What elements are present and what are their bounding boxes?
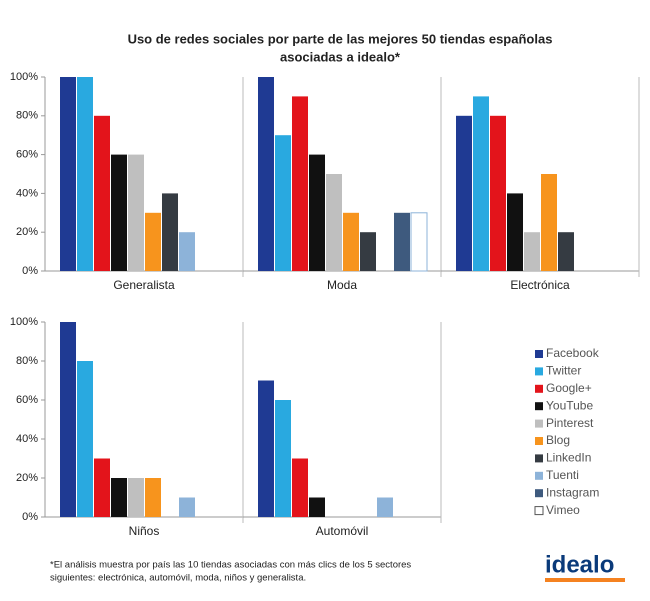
bar: [541, 174, 557, 271]
footnote: *El análisis muestra por país las 10 tie…: [50, 560, 411, 571]
bar: [275, 135, 291, 271]
bar: [490, 115, 506, 271]
bar: [111, 154, 127, 271]
bar: [456, 115, 472, 271]
logo-underline: [545, 578, 625, 582]
bar: [77, 77, 93, 271]
y-tick-label: 100%: [10, 71, 38, 83]
bar: [94, 115, 110, 271]
bar: [377, 497, 393, 517]
category-label: Generalista: [113, 278, 175, 292]
bar: [473, 96, 489, 272]
legend-label: Instagram: [546, 485, 599, 499]
y-tick-label: 0%: [22, 265, 38, 277]
legend-label: Facebook: [546, 346, 600, 360]
legend-swatch: [535, 437, 543, 445]
bar: [179, 497, 195, 517]
bar: [309, 154, 325, 271]
category-label: Electrónica: [510, 278, 570, 292]
y-tick-label: 60%: [16, 149, 38, 161]
y-tick-label: 40%: [16, 187, 38, 199]
legend-swatch: [535, 350, 543, 358]
category-label: Automóvil: [316, 524, 369, 538]
y-tick-label: 100%: [10, 316, 38, 328]
bar: [524, 232, 540, 271]
bar: [275, 400, 291, 517]
legend-label: Blog: [546, 433, 570, 447]
legend-swatch: [535, 419, 543, 428]
y-tick-label: 20%: [16, 226, 38, 238]
bar: [507, 193, 523, 271]
legend-swatch: [535, 384, 543, 393]
bar: [292, 458, 308, 517]
bar: [128, 478, 144, 517]
logo: idealo: [545, 551, 614, 578]
bar: [145, 478, 161, 517]
bar: [60, 322, 76, 517]
bar: [258, 77, 274, 271]
bar: [60, 77, 76, 271]
chart-title: Uso de redes sociales por parte de las m…: [128, 31, 553, 46]
y-tick-label: 20%: [16, 472, 38, 484]
legend-swatch: [535, 454, 543, 463]
footnote: siguientes: electrónica, automóvil, moda…: [50, 573, 306, 584]
bar: [292, 96, 308, 272]
y-tick-label: 60%: [16, 394, 38, 406]
legend-swatch: [535, 402, 543, 411]
bar: [145, 212, 161, 271]
legend-label: YouTube: [546, 398, 593, 412]
y-tick-label: 0%: [22, 511, 38, 523]
chart-title: asociadas a idealo*: [280, 49, 401, 64]
bar: [179, 232, 195, 271]
category-label: Moda: [327, 278, 357, 292]
bar: [360, 232, 376, 271]
legend-label: Pinterest: [546, 416, 594, 430]
bar: [128, 154, 144, 271]
legend-swatch: [534, 506, 544, 516]
bar: [309, 497, 325, 517]
legend-swatch: [535, 367, 543, 376]
legend-label: LinkedIn: [546, 451, 591, 465]
legend-swatch: [535, 471, 543, 480]
bar: [258, 380, 274, 517]
bar: [94, 458, 110, 517]
bar: [558, 232, 574, 271]
legend-label: Google+: [546, 381, 592, 395]
legend-label: Vimeo: [546, 503, 580, 517]
bar: [410, 212, 428, 272]
bar: [111, 478, 127, 517]
bar: [162, 193, 178, 271]
y-tick-label: 80%: [16, 355, 38, 367]
category-label: Niños: [129, 524, 160, 538]
legend-label: Twitter: [546, 364, 581, 378]
y-tick-label: 80%: [16, 110, 38, 122]
legend-label: Tuenti: [546, 468, 579, 482]
bar: [343, 212, 359, 271]
legend-swatch: [535, 489, 543, 498]
bar: [326, 174, 342, 271]
bar: [77, 361, 93, 517]
bar: [394, 212, 410, 271]
y-tick-label: 40%: [16, 433, 38, 445]
